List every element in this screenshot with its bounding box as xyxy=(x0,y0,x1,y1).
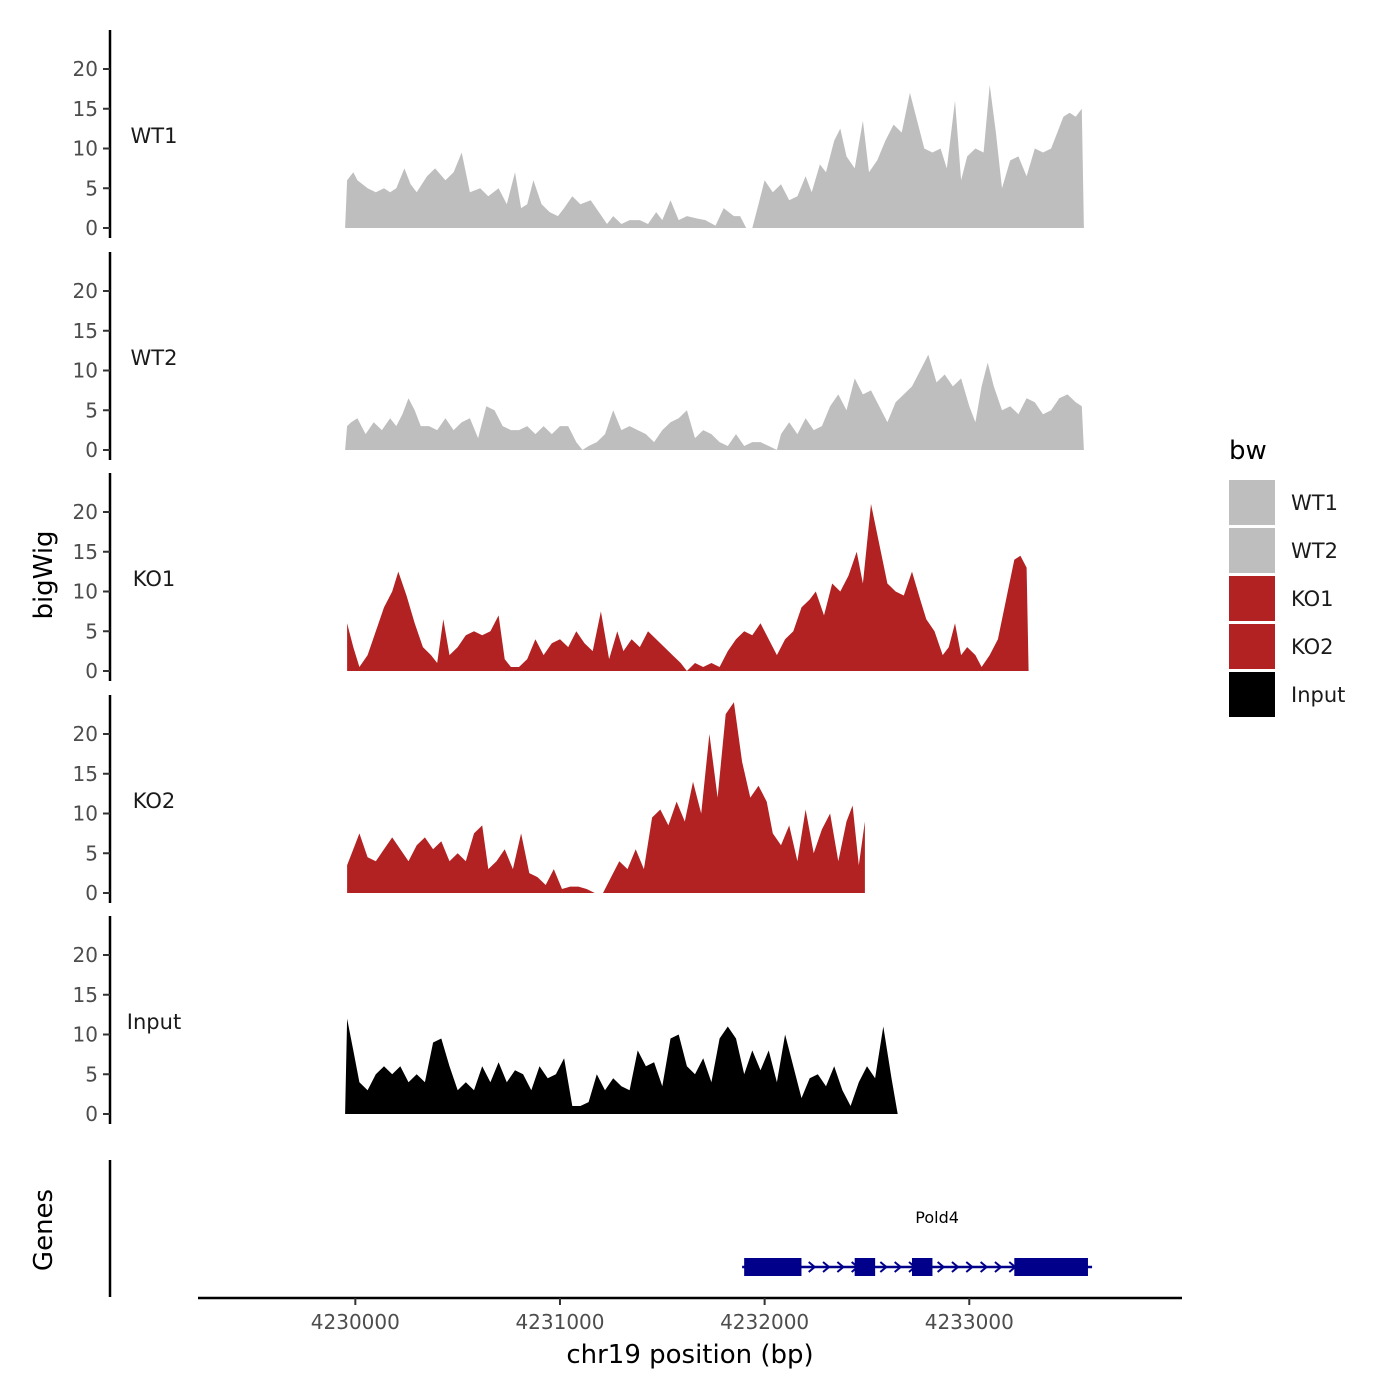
y-tick-label: 10 xyxy=(73,580,98,604)
y-tick-label: 15 xyxy=(73,762,98,786)
y-tick-label: 0 xyxy=(85,438,98,462)
legend-label-ko2: KO2 xyxy=(1291,635,1334,659)
y-tick-label: 20 xyxy=(73,279,98,303)
genes-axis-title: Genes xyxy=(29,1189,59,1271)
track-panel-ko1: 0 5 10 15 20 KO1 xyxy=(73,473,1029,683)
x-tick-label: 4233000 xyxy=(925,1310,1014,1334)
strand-arrow xyxy=(836,1261,845,1273)
strand-arrow xyxy=(965,1261,974,1273)
y-tick-label: 0 xyxy=(85,881,98,905)
gene-exon xyxy=(744,1258,802,1276)
legend-label-wt1: WT1 xyxy=(1291,491,1338,515)
track-panel-wt1: 0 5 10 15 20 WT1 xyxy=(73,30,1084,240)
legend-key-ko2 xyxy=(1229,624,1275,669)
track-panel-input: 0 5 10 15 20 Input xyxy=(73,916,898,1126)
legend: bw WT1 WT2 KO1 KO2 Input xyxy=(1229,436,1345,717)
strand-arrow xyxy=(979,1261,989,1273)
y-axis-title: bigWig xyxy=(29,530,59,619)
legend-label-ko1: KO1 xyxy=(1291,587,1334,611)
y-tick-label: 10 xyxy=(73,137,98,161)
strand-arrow xyxy=(808,1261,817,1273)
y-tick-label: 0 xyxy=(85,1102,98,1126)
track-label-wt2: WT2 xyxy=(131,346,178,370)
strand-arrow xyxy=(936,1261,946,1273)
y-tick-label: 15 xyxy=(73,540,98,564)
y-tick-label: 5 xyxy=(85,619,98,643)
y-tick-label: 5 xyxy=(85,398,98,422)
y-tick-label: 10 xyxy=(73,802,98,826)
y-tick-label: 15 xyxy=(73,319,98,343)
y-tick-label: 0 xyxy=(85,659,98,683)
y-tick-label: 0 xyxy=(85,216,98,240)
legend-key-input xyxy=(1229,672,1275,717)
strand-arrow xyxy=(994,1261,1003,1273)
gene-exon xyxy=(1014,1258,1088,1276)
gene-name-label: Pold4 xyxy=(915,1208,959,1227)
track-panels: 0 5 10 15 20 WT1 0 5 10 15 20 WT2 0 5 10 15 20 KO1 0 5 10 15 2… xyxy=(73,30,1084,1126)
x-tick-label: 4231000 xyxy=(515,1310,604,1334)
legend-key-wt2 xyxy=(1229,528,1275,573)
x-axis: 4230000 4231000 4232000 4233000 xyxy=(198,1296,1182,1334)
y-tick-label: 10 xyxy=(73,359,98,383)
track-label-input: Input xyxy=(127,1010,181,1034)
y-tick-label: 20 xyxy=(73,943,98,967)
y-tick-label: 20 xyxy=(73,500,98,524)
y-tick-label: 20 xyxy=(73,722,98,746)
track-label-wt1: WT1 xyxy=(131,124,178,148)
strand-arrow xyxy=(822,1261,831,1273)
coverage-area-input xyxy=(345,1018,898,1114)
y-tick-label: 10 xyxy=(73,1023,98,1047)
coverage-area-ko1 xyxy=(347,504,1029,671)
strand-arrow xyxy=(894,1261,903,1273)
y-tick-label: 15 xyxy=(73,983,98,1007)
track-label-ko1: KO1 xyxy=(133,567,176,591)
x-tick-label: 4230000 xyxy=(311,1310,400,1334)
coverage-area-wt1 xyxy=(345,84,1084,229)
legend-key-ko1 xyxy=(1229,576,1275,621)
y-tick-label: 5 xyxy=(85,841,98,865)
legend-key-wt1 xyxy=(1229,480,1275,525)
track-label-ko2: KO2 xyxy=(133,789,176,813)
coverage-area-ko2 xyxy=(347,702,865,893)
gene-track: Pold4 xyxy=(108,1160,1093,1297)
legend-label-wt2: WT2 xyxy=(1291,539,1338,563)
y-tick-label: 5 xyxy=(85,176,98,200)
track-panel-ko2: 0 5 10 15 20 KO2 xyxy=(73,695,865,905)
y-tick-label: 20 xyxy=(73,57,98,81)
strand-arrow xyxy=(951,1261,960,1273)
track-panel-wt2: 0 5 10 15 20 WT2 xyxy=(73,252,1084,462)
gene-exon xyxy=(854,1258,876,1276)
legend-label-input: Input xyxy=(1291,683,1345,707)
x-tick-label: 4232000 xyxy=(720,1310,809,1334)
gene-exon xyxy=(911,1258,933,1276)
x-axis-title: chr19 position (bp) xyxy=(566,1340,813,1370)
legend-title: bw xyxy=(1229,436,1267,466)
strand-arrow xyxy=(879,1261,888,1273)
coverage-area-wt2 xyxy=(345,354,1084,450)
y-tick-label: 15 xyxy=(73,97,98,121)
y-tick-label: 5 xyxy=(85,1062,98,1086)
